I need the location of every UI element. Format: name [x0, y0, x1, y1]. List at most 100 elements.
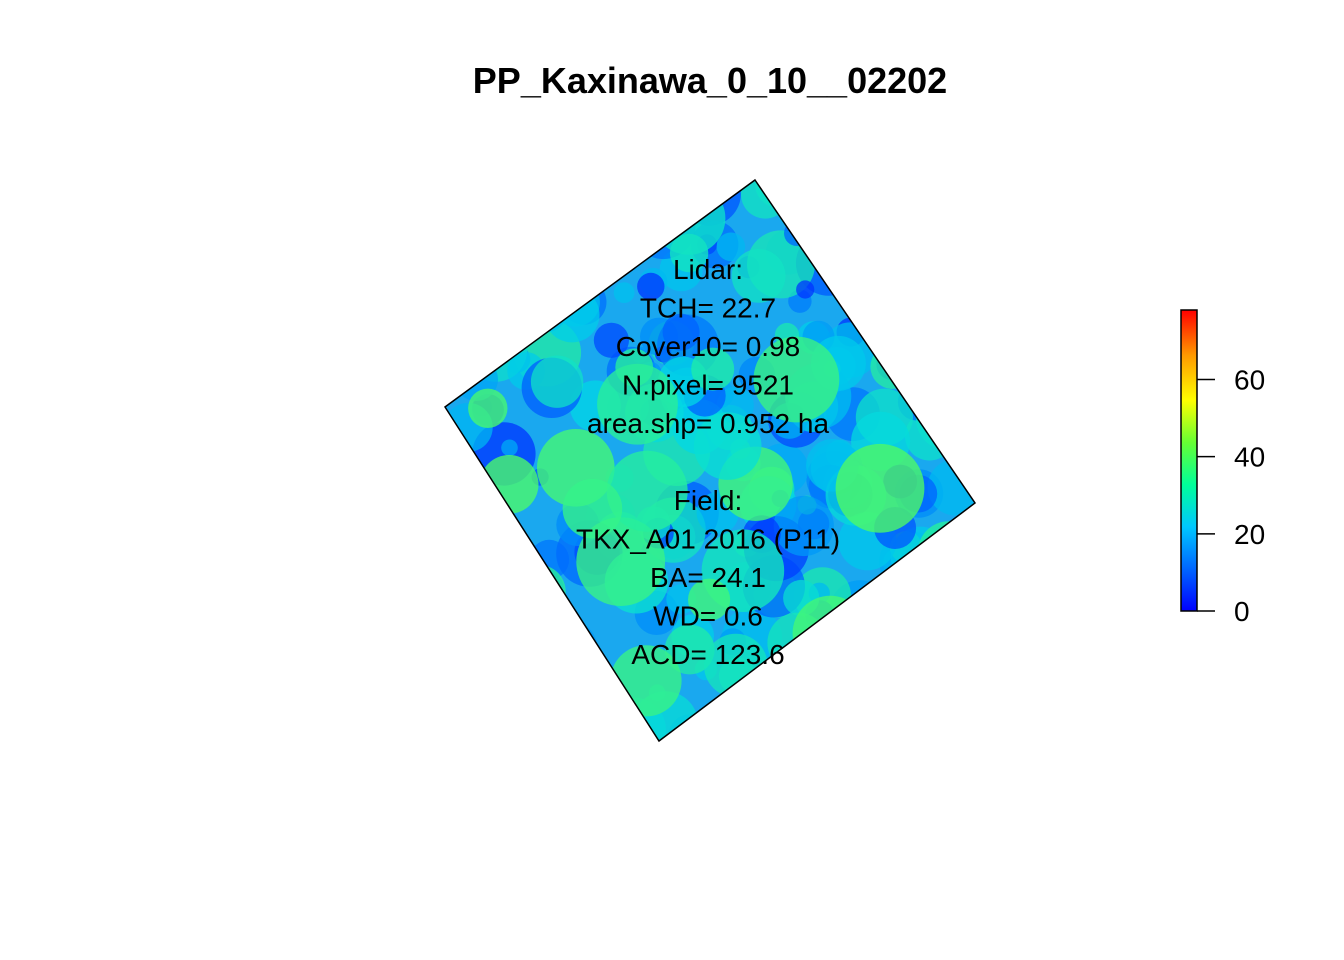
raster-crown — [913, 291, 975, 376]
raster-crown — [503, 651, 562, 711]
raster-crown — [669, 233, 709, 273]
raster-patch — [445, 617, 476, 674]
raster-patch — [953, 331, 972, 350]
raster-patch — [475, 228, 492, 245]
raster-crown — [445, 457, 480, 497]
raster-patch — [530, 355, 584, 408]
plot-boundary — [443, 178, 977, 743]
raster-crown — [753, 336, 840, 423]
raster-patch — [823, 180, 868, 212]
raster-crown — [879, 243, 929, 293]
raster-patch — [445, 245, 486, 301]
annotation-block: Lidar: TCH= 22.7 Cover10= 0.98 N.pixel= 952… — [576, 254, 840, 670]
raster-patch — [558, 647, 591, 681]
raster-patch — [819, 221, 873, 275]
legend-colorbar — [1180, 309, 1198, 612]
chart-title: PP_Kaxinawa_0_10__02202 — [473, 60, 947, 101]
raster-patch — [477, 638, 510, 670]
raster-patch — [893, 184, 926, 217]
annotation-line: N.pixel= 9521 — [622, 370, 794, 401]
raster-patch — [792, 651, 823, 682]
raster-crown — [554, 181, 636, 263]
raster-patch — [796, 280, 815, 299]
raster-patch — [755, 702, 779, 726]
raster-patch — [467, 330, 505, 369]
raster-crown — [468, 388, 508, 428]
raster-patch — [731, 249, 786, 303]
raster-patch — [966, 288, 975, 313]
raster-patch — [555, 252, 589, 286]
raster-crown — [916, 386, 975, 451]
raster-patch — [936, 608, 975, 655]
legend-tick-label: 60 — [1234, 364, 1265, 395]
raster-patch — [784, 697, 843, 741]
raster-patch — [915, 676, 950, 710]
raster-patch — [800, 673, 828, 701]
raster-patch — [884, 616, 930, 662]
raster-patch — [833, 254, 886, 307]
raster-patch — [745, 708, 763, 726]
raster-patch — [939, 238, 975, 287]
legend-tick-label: 0 — [1234, 596, 1250, 627]
raster-patch — [602, 189, 665, 252]
raster-crown — [597, 363, 678, 445]
raster-patch — [445, 686, 454, 714]
raster-patch — [540, 706, 569, 735]
raster-patch — [799, 645, 868, 713]
raster-patch — [445, 631, 480, 671]
raster-patch — [464, 525, 488, 549]
raster-patch — [637, 272, 665, 301]
raster-patch — [716, 232, 746, 262]
raster-patch — [925, 180, 955, 202]
annotation-line: BA= 24.1 — [650, 562, 766, 593]
raster-patch — [949, 425, 975, 469]
raster-patch — [445, 640, 470, 669]
raster-patch — [928, 551, 965, 588]
raster-patch — [484, 204, 528, 248]
raster-patch — [926, 570, 975, 620]
raster-patch — [593, 322, 630, 358]
raster-patch — [839, 645, 899, 705]
raster-patch — [948, 387, 975, 444]
raster-patch — [664, 624, 715, 675]
raster-patch — [849, 605, 916, 672]
raster-patch — [882, 570, 900, 587]
raster-patch — [773, 495, 834, 557]
raster-crown — [562, 478, 623, 539]
raster-patch — [445, 468, 496, 529]
raster-patch — [932, 386, 962, 416]
raster-patch — [492, 263, 511, 283]
raster-patch — [932, 655, 964, 686]
annotation-line: ACD= 123.6 — [631, 639, 784, 670]
raster-patch — [940, 562, 963, 585]
raster-patch — [479, 276, 530, 327]
raster-patch — [886, 651, 950, 715]
raster-patch — [907, 604, 961, 658]
raster-patch — [507, 194, 557, 245]
raster-patch — [786, 689, 812, 715]
raster-patch — [445, 270, 485, 338]
raster-crown — [693, 412, 762, 480]
raster-patch — [503, 232, 523, 251]
raster-patch — [796, 185, 838, 226]
raster-patch — [819, 679, 846, 706]
annotation-line: Field: — [674, 485, 742, 516]
raster-patch — [460, 210, 513, 263]
raster-crown — [479, 455, 539, 514]
raster-patch — [934, 180, 975, 213]
raster-patch — [501, 439, 518, 457]
raster-patch — [613, 282, 635, 303]
raster-patch — [445, 180, 495, 225]
raster-patch — [505, 187, 542, 224]
raster-patch — [445, 579, 453, 606]
raster-patch — [905, 562, 965, 622]
raster-patch — [461, 208, 508, 255]
raster-patch — [817, 685, 867, 734]
raster-patch — [445, 501, 488, 548]
raster-patch — [662, 313, 700, 351]
raster-patch — [445, 241, 450, 259]
annotation-line: TKX_A01 2016 (P11) — [576, 524, 840, 555]
raster-patch — [445, 578, 497, 632]
raster-patch — [478, 180, 538, 235]
raster-crown — [512, 564, 566, 619]
